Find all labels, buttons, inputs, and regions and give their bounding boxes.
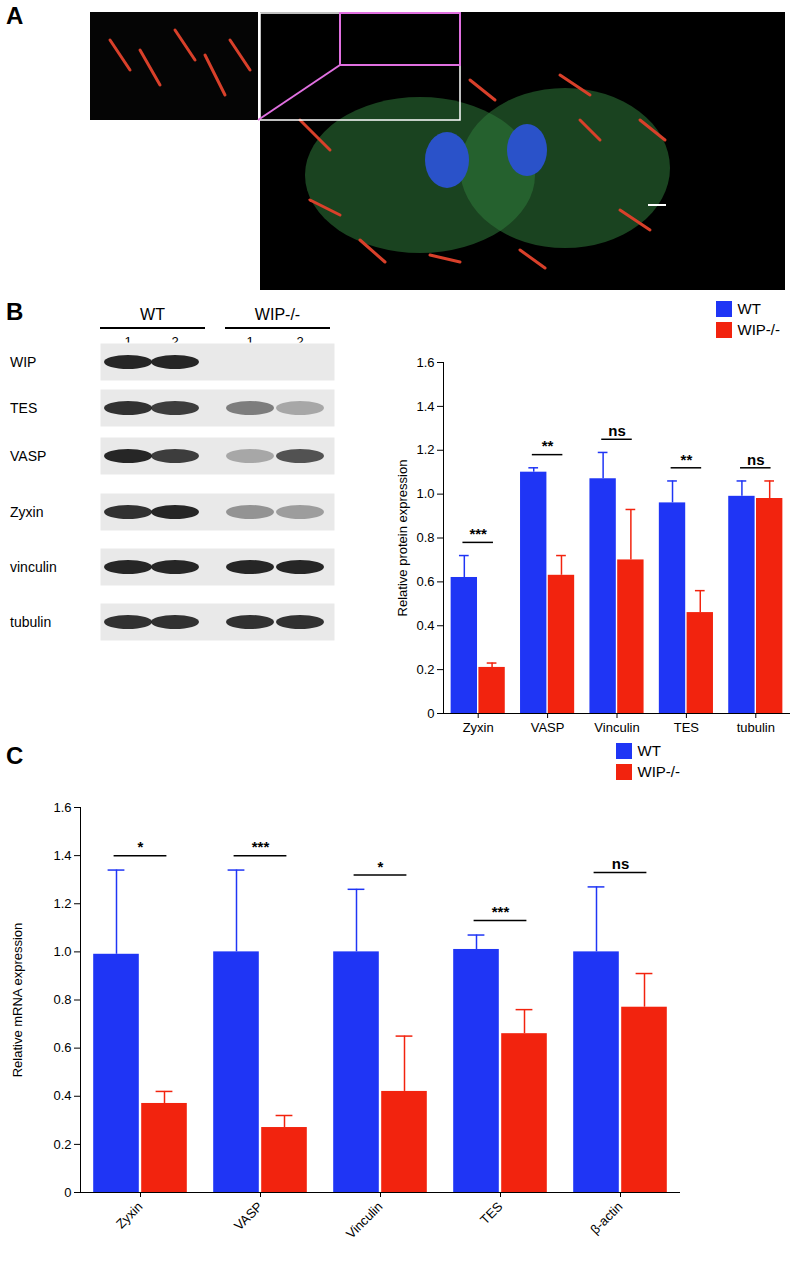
svg-text:VASP: VASP (10, 448, 46, 464)
svg-text:TES: TES (477, 1199, 506, 1228)
svg-text:1.2: 1.2 (416, 442, 434, 457)
svg-text:Vinculin: Vinculin (343, 1199, 386, 1242)
svg-text:2: 2 (171, 334, 179, 349)
svg-text:*: * (138, 838, 144, 855)
html-text:A: A (6, 2, 24, 29)
svg-text:ns: ns (608, 422, 626, 439)
svg-text:**: ** (681, 451, 693, 468)
svg-text:0.2: 0.2 (416, 662, 434, 677)
svg-text:0.2: 0.2 (53, 1137, 71, 1152)
html-text:B: B (6, 298, 24, 325)
svg-text:1: 1 (124, 334, 132, 349)
svg-text:**: ** (542, 437, 554, 454)
html-text:WT: WT (737, 300, 761, 317)
svg-text:1.0: 1.0 (53, 944, 71, 959)
svg-text:ns: ns (612, 855, 630, 872)
svg-text:0.4: 0.4 (53, 1088, 71, 1103)
svg-text:***: *** (492, 903, 510, 920)
svg-text:***: *** (252, 838, 270, 855)
html-text:C: C (6, 742, 24, 769)
svg-text:β-actin: β-actin (587, 1199, 625, 1237)
svg-text:1.4: 1.4 (53, 848, 71, 863)
svg-text:VASP: VASP (531, 720, 565, 735)
svg-text:2: 2 (296, 334, 304, 349)
svg-text:0: 0 (427, 706, 434, 721)
svg-text:1: 1 (246, 334, 254, 349)
svg-text:Zyxin: Zyxin (463, 720, 494, 735)
svg-text:vinculin: vinculin (10, 559, 57, 575)
svg-text:WIP-/-: WIP-/- (255, 306, 300, 323)
html-text:WIP-/-: WIP-/- (737, 321, 780, 338)
svg-text:ns: ns (747, 451, 765, 468)
svg-text:Relative mRNA expression: Relative mRNA expression (10, 923, 25, 1078)
svg-text:WT: WT (140, 306, 165, 323)
svg-text:1.6: 1.6 (53, 800, 71, 815)
svg-text:0: 0 (64, 1185, 71, 1200)
svg-text:1.0: 1.0 (416, 486, 434, 501)
svg-text:0.6: 0.6 (53, 1040, 71, 1055)
svg-text:Zyxin: Zyxin (10, 504, 43, 520)
svg-text:Vinculin: Vinculin (594, 720, 639, 735)
html-text:WT: WT (637, 742, 661, 759)
svg-text:Zyxin: Zyxin (113, 1199, 146, 1232)
svg-text:0.8: 0.8 (53, 992, 71, 1007)
svg-text:tubulin: tubulin (10, 614, 51, 630)
svg-text:1.2: 1.2 (53, 896, 71, 911)
svg-text:0.8: 0.8 (416, 530, 434, 545)
svg-text:TES: TES (674, 720, 700, 735)
svg-text:1.6: 1.6 (416, 355, 434, 370)
svg-text:TES: TES (10, 400, 37, 416)
svg-text:WIP: WIP (10, 354, 36, 370)
html-text:WIP-/-: WIP-/- (637, 763, 680, 780)
svg-text:*: * (378, 858, 384, 875)
svg-text:0.4: 0.4 (416, 618, 434, 633)
svg-text:Relative protein expression: Relative protein expression (395, 460, 410, 617)
svg-text:1.4: 1.4 (416, 399, 434, 414)
svg-text:VASP: VASP (231, 1199, 265, 1233)
svg-text:***: *** (469, 525, 487, 542)
svg-text:0.6: 0.6 (416, 574, 434, 589)
svg-text:tubulin: tubulin (737, 720, 775, 735)
